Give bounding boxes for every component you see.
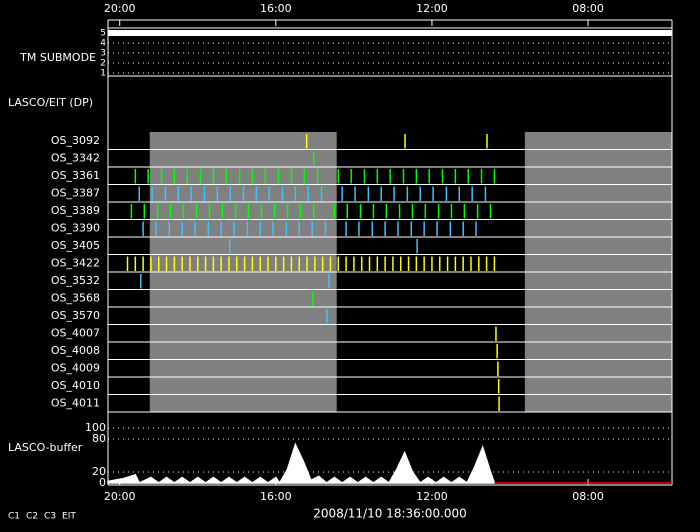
x-tick-label: 08:00 [572,490,604,503]
tm-tick-label: 2 [100,59,106,69]
x-tick-label: 16:00 [260,2,292,15]
buffer-label: LASCO-buffer [8,441,83,454]
row-label: OS_3390 [51,221,100,234]
row-label: OS_3092 [51,134,100,147]
legend-entry: C2 [26,512,38,522]
row-label: OS_3532 [51,274,100,287]
y-tick-label: 0 [99,476,106,489]
buffer-area [107,442,496,485]
tm-tick-label: 5 [100,29,106,39]
timestamp: 2008/11/10 18:36:00.000 [313,507,467,521]
dp-label: LASCO/EIT (DP) [8,96,93,109]
row-label: OS_3361 [51,169,100,182]
row-label: OS_4010 [51,379,100,392]
x-tick-label: 20:00 [104,490,136,503]
x-tick-label: 12:00 [416,490,448,503]
row-label: OS_3570 [51,309,100,322]
row-label: OS_4009 [51,361,100,374]
y-tick-label: 20 [92,465,106,478]
x-tick-label: 12:00 [416,2,448,15]
legend-entry: C3 [44,512,56,522]
legend-entry: EIT [62,512,76,522]
tm-tick-label: 4 [100,39,106,49]
row-label: OS_3568 [51,291,100,304]
x-tick-label: 20:00 [104,2,136,15]
x-tick-label: 08:00 [572,2,604,15]
row-label: OS_3387 [51,186,100,199]
y-tick-label: 80 [92,432,106,445]
legend-entry: C1 [8,512,20,522]
y-tick-label: 100 [85,421,106,434]
row-label: OS_3405 [51,239,100,252]
row-label: OS_4011 [51,396,100,409]
row-label: OS_3422 [51,256,100,269]
x-tick-label: 16:00 [260,490,292,503]
row-label: OS_3389 [51,204,100,217]
row-label: OS_3342 [51,151,100,164]
row-label: OS_4007 [51,326,100,339]
tm-tick-label: 1 [100,69,106,79]
tm-tick-label: 3 [100,49,106,59]
tm-label: TM SUBMODE [19,51,96,64]
row-label: OS_4008 [51,344,100,357]
